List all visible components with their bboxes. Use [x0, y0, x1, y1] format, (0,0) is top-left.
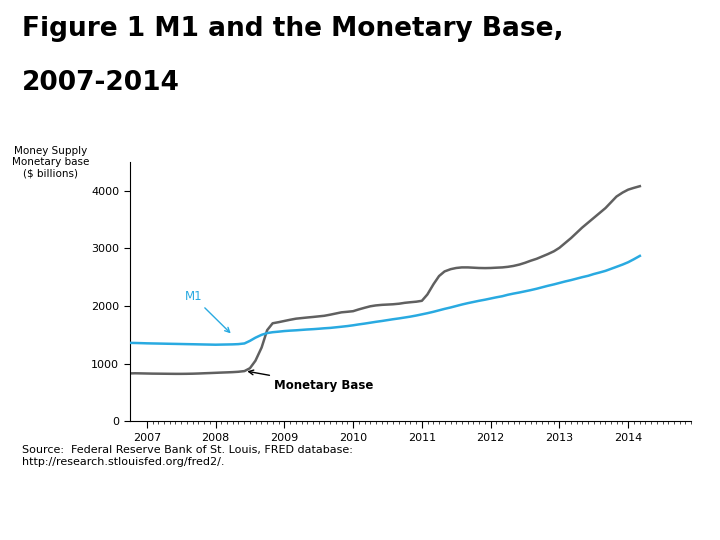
- Text: M1: M1: [184, 290, 230, 332]
- Text: Monetary Base: Monetary Base: [248, 370, 374, 392]
- Text: PEARSON: PEARSON: [592, 512, 709, 532]
- Text: Figure 1 M1 and the Monetary Base,: Figure 1 M1 and the Monetary Base,: [22, 16, 563, 42]
- Text: Money Supply
Monetary base
($ billions): Money Supply Monetary base ($ billions): [12, 146, 89, 179]
- Text: 2007-2014: 2007-2014: [22, 70, 179, 96]
- Text: Source:  Federal Reserve Bank of St. Louis, FRED database:
http://research.stlou: Source: Federal Reserve Bank of St. Loui…: [22, 446, 353, 467]
- Text: 14-33    © 2016 Pearson Education, Inc. All rights reserved.: 14-33 © 2016 Pearson Education, Inc. All…: [11, 517, 302, 528]
